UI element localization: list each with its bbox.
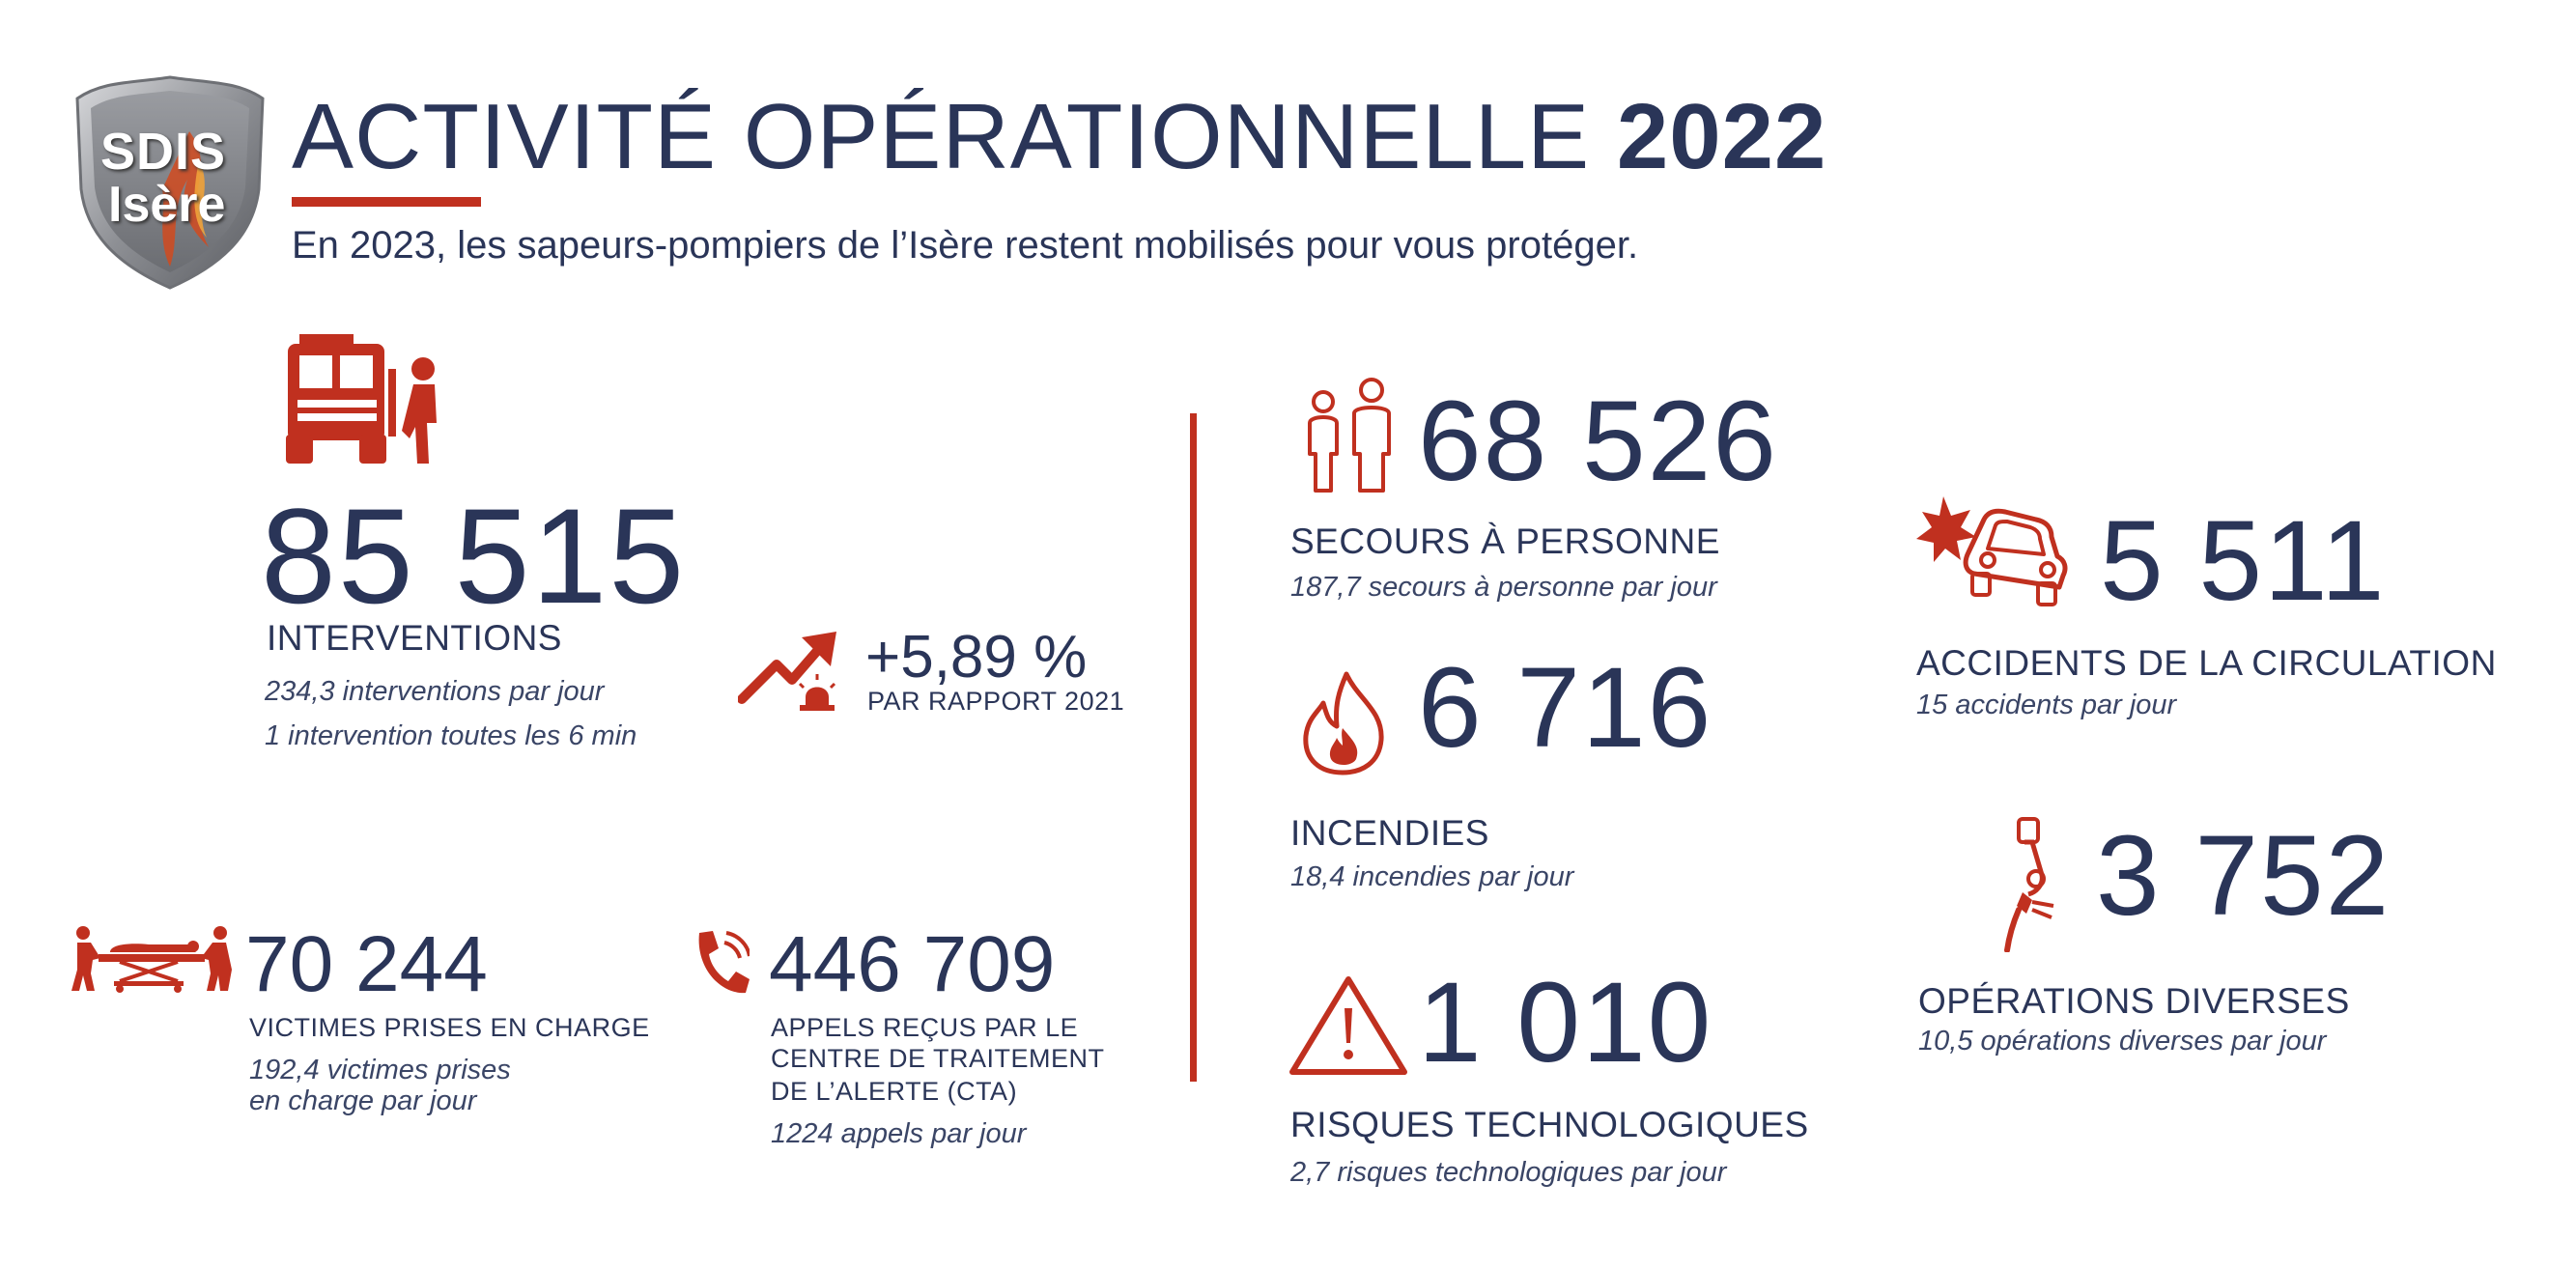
- title-year: 2022: [1616, 85, 1827, 188]
- risques-label: RISQUES TECHNOLOGIQUES: [1290, 1105, 1809, 1144]
- section-divider: [1190, 413, 1197, 1082]
- interventions-detail-frequency: 1 intervention toutes les 6 min: [265, 720, 637, 751]
- operations-value: 3 752: [2096, 812, 2392, 940]
- risques-detail: 2,7 risques technologiques par jour: [1290, 1157, 1727, 1188]
- accidents-value: 5 511: [2100, 497, 2387, 625]
- secours-label: SECOURS À PERSONNE: [1290, 521, 1720, 561]
- hose-nozzle-icon: [1994, 817, 2061, 952]
- victimes-detail-line2: en charge par jour: [249, 1085, 477, 1116]
- appels-detail: 1224 appels par jour: [771, 1118, 1027, 1149]
- car-crash-icon: [1916, 494, 2071, 606]
- accidents-detail: 15 accidents par jour: [1916, 690, 2177, 720]
- fire-truck-icon: [280, 330, 444, 465]
- rising-arrow-siren-icon: [738, 628, 844, 711]
- operations-detail: 10,5 opérations diverses par jour: [1918, 1026, 2327, 1057]
- operations-label: OPÉRATIONS DIVERSES: [1918, 981, 2350, 1021]
- flame-icon: [1300, 670, 1387, 776]
- trend-value: +5,89 %: [865, 624, 1088, 690]
- logo-text-sdis: SDIS: [100, 123, 227, 181]
- appels-label-line2: CENTRE DE TRAITEMENT: [771, 1044, 1105, 1073]
- title-underline: [292, 197, 481, 207]
- trend-label: PAR RAPPORT 2021: [867, 687, 1125, 716]
- logo-text-isere: Isère: [108, 177, 226, 233]
- secours-detail: 187,7 secours à personne par jour: [1290, 572, 1717, 603]
- appels-label-line3: DE L’ALERTE (CTA): [771, 1077, 1018, 1106]
- title-main: ACTIVITÉ OPÉRATIONNELLE: [292, 85, 1591, 188]
- appels-value: 446 709: [769, 920, 1056, 1008]
- interventions-label: INTERVENTIONS: [267, 618, 562, 658]
- appels-label-line1: APPELS REÇUS PAR LE: [771, 1013, 1079, 1042]
- victimes-detail-line1: 192,4 victimes prises: [249, 1055, 511, 1085]
- accidents-label: ACCIDENTS DE LA CIRCULATION: [1916, 643, 2497, 683]
- page-title: ACTIVITÉ OPÉRATIONNELLE 2022: [292, 89, 1826, 185]
- incendies-value: 6 716: [1418, 644, 1713, 772]
- secours-value: 68 526: [1418, 378, 1778, 505]
- interventions-value: 85 515: [261, 480, 687, 632]
- phone-icon: [692, 929, 750, 997]
- stretcher-icon: [71, 925, 232, 993]
- victimes-label: VICTIMES PRISES EN CHARGE: [249, 1013, 650, 1042]
- people-icon: [1304, 377, 1401, 494]
- risques-value: 1 010: [1418, 959, 1713, 1086]
- page-subtitle: En 2023, les sapeurs-pompiers de l’Isère…: [292, 224, 1639, 267]
- victimes-value: 70 244: [245, 920, 488, 1008]
- warning-triangle-icon: [1288, 973, 1408, 1078]
- incendies-detail: 18,4 incendies par jour: [1290, 861, 1574, 892]
- interventions-detail-per-day: 234,3 interventions par jour: [265, 676, 605, 707]
- incendies-label: INCENDIES: [1290, 813, 1489, 853]
- sdis-logo: SDIS Isère: [73, 73, 267, 292]
